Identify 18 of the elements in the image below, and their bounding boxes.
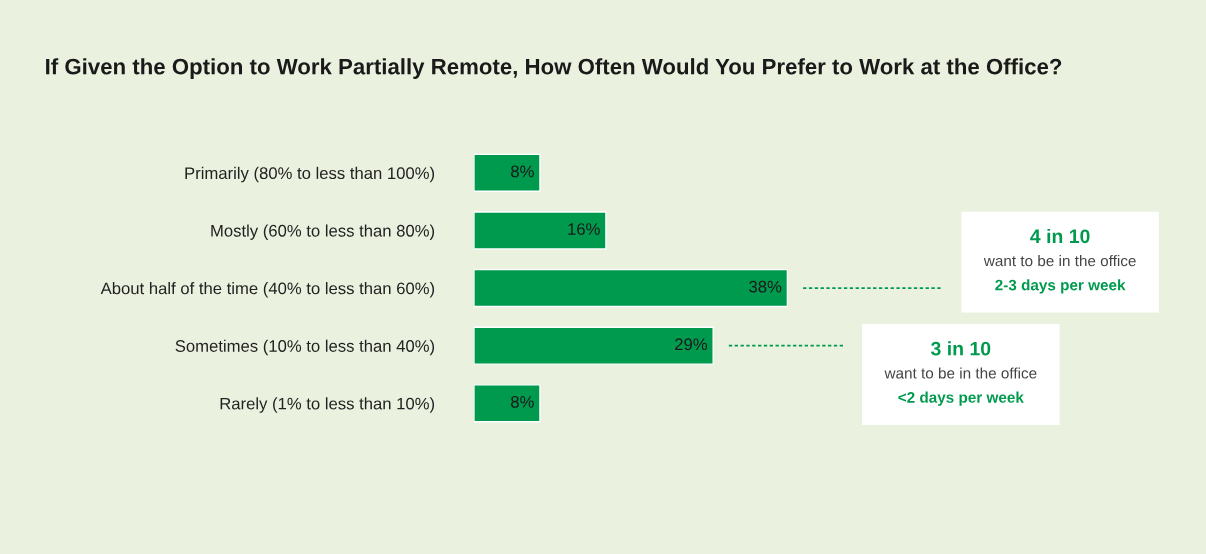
- text: 3 in 10 want to be in the office <2 days per week: [884, 341, 1037, 406]
- text: 4 in 10 want to be in the office 2-3 days per week: [983, 228, 1136, 294]
- data-label: 38%: [749, 280, 782, 293]
- bar: [473, 326, 714, 365]
- data-label: 8%: [511, 395, 534, 408]
- data-label: 8%: [511, 165, 534, 178]
- y-tick-label: Primarily (80% to less than 100%): [185, 166, 435, 183]
- bar: [473, 384, 541, 423]
- data-label: 16%: [568, 223, 600, 235]
- chart-title: If Given the Option to Work Partially Remote, How Often Would You Prefer to Work at the Office?: [46, 58, 1062, 79]
- bar: [473, 211, 607, 250]
- y-tick-label: Mostly (60% to less than 80%): [211, 224, 435, 240]
- bar: [473, 153, 541, 192]
- y-tick-label: Rarely (1% to less than 10%): [220, 397, 435, 413]
- data-label: 29%: [675, 338, 708, 351]
- y-tick-label: About half of the time (40% to less than 60%): [100, 282, 435, 298]
- bar: [473, 268, 789, 308]
- y-tick-label: Sometimes (10% to less than 40%): [175, 339, 435, 356]
